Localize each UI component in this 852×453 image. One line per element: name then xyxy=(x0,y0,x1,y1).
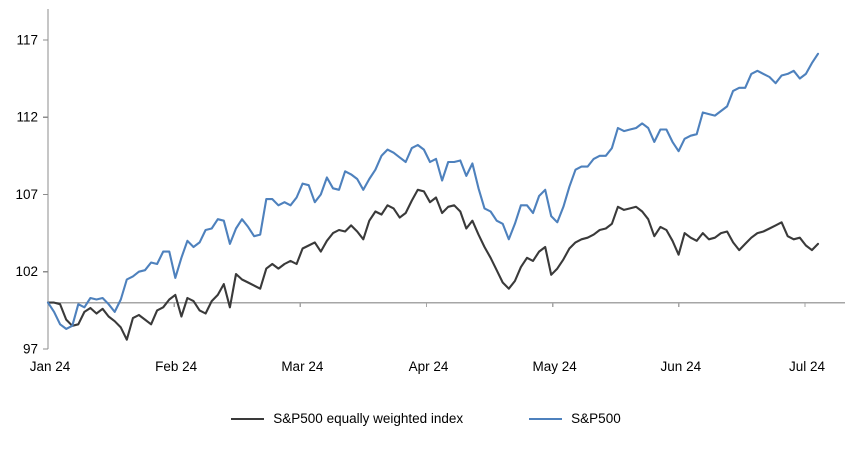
x-axis-label: Jul 24 xyxy=(789,359,826,374)
sp500-line-swatch xyxy=(529,417,563,420)
sp500-line xyxy=(46,52,820,330)
x-axis-label: Feb 24 xyxy=(155,359,198,374)
legend-label-equal-weight: S&P500 equally weighted index xyxy=(273,411,464,426)
equal-weight-line-swatch xyxy=(231,417,265,420)
legend-item-equal-weight: S&P500 equally weighted index xyxy=(231,411,463,426)
x-axis-label: Mar 24 xyxy=(281,359,324,374)
x-axis-label: Jan 24 xyxy=(30,359,71,374)
x-axis-label: Jun 24 xyxy=(661,359,702,374)
equal-weight-line xyxy=(46,188,820,341)
legend-item-sp500: S&P500 xyxy=(529,411,621,426)
y-axis-label: 112 xyxy=(16,110,38,125)
y-axis-label: 107 xyxy=(15,187,38,202)
y-axis-label: 117 xyxy=(16,32,38,47)
y-axis-label: 97 xyxy=(23,342,38,357)
legend-label-sp500: S&P500 xyxy=(571,411,621,426)
chart-legend: S&P500 equally weighted index S&P500 xyxy=(0,411,852,426)
x-axis-label: May 24 xyxy=(533,359,578,374)
x-axis-label: Apr 24 xyxy=(409,359,449,374)
y-axis-label: 102 xyxy=(15,264,38,279)
